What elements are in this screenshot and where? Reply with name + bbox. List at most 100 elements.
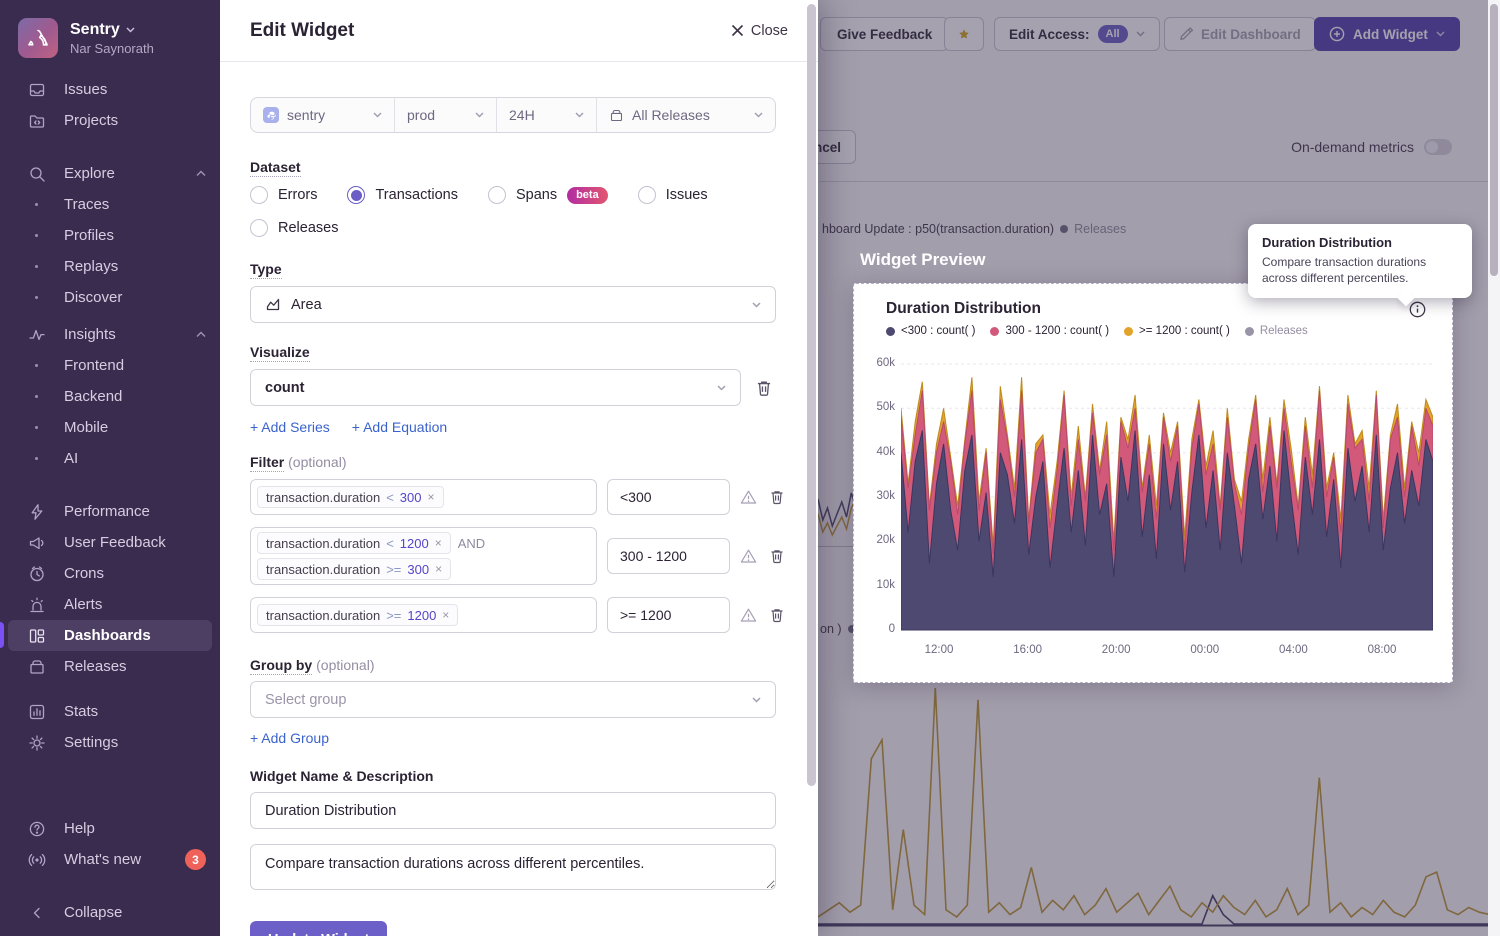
remove-tag-icon[interactable]: × (442, 608, 450, 622)
sidebar-item-frontend[interactable]: Frontend (0, 350, 220, 381)
filter-conditions-input[interactable]: transaction.duration < 300 × (250, 479, 597, 515)
remove-tag-icon[interactable]: × (427, 490, 435, 504)
filter-alias-input[interactable] (607, 538, 730, 574)
delete-series-trash-icon[interactable] (754, 378, 774, 398)
panel-scrollbar[interactable] (807, 4, 816, 932)
visualize-select[interactable]: count (250, 369, 741, 406)
sidebar-item-projects[interactable]: Projects (0, 105, 220, 136)
sidebar-item-dashboards[interactable]: Dashboards (8, 620, 212, 651)
legend-item[interactable]: >= 1200 : count( ) (1124, 325, 1230, 337)
sidebar-item-collapse[interactable]: Collapse (0, 897, 220, 928)
bullet-icon (35, 426, 38, 429)
legend-dot (886, 326, 895, 336)
sidebar-item-performance[interactable]: Performance (0, 496, 220, 527)
widget-preview-heading: Widget Preview (860, 250, 986, 269)
filter-alias-input[interactable] (607, 479, 730, 515)
filter-tag[interactable]: transaction.duration >= 300 × (257, 558, 452, 580)
dataset-option-releases[interactable]: Releases (250, 219, 338, 237)
close-button[interactable]: Close (731, 23, 788, 39)
bullet-icon (35, 457, 38, 460)
sidebar-item-traces[interactable]: Traces (0, 189, 220, 220)
sidebar-item-ai[interactable]: AI (0, 443, 220, 474)
legend-item[interactable]: 300 - 1200 : count( ) (990, 325, 1109, 337)
delete-filter-trash-icon[interactable] (767, 606, 787, 624)
sidebar-item-label: Crons (64, 565, 105, 582)
project-selector[interactable]: sentry (251, 98, 394, 132)
sidebar-item-crons[interactable]: Crons (0, 558, 220, 589)
delete-filter-trash-icon[interactable] (767, 547, 787, 565)
chevron-down-icon (752, 696, 761, 703)
sidebar-item-replays[interactable]: Replays (0, 251, 220, 282)
sidebar-item-discover[interactable]: Discover (0, 282, 220, 313)
widget-description-textarea[interactable]: Compare transaction durations across dif… (250, 844, 776, 890)
sidebar-item-mobile[interactable]: Mobile (0, 412, 220, 443)
sidebar-item-what-s-new[interactable]: What's new 3 (0, 844, 220, 875)
page-scrollbar[interactable] (1488, 0, 1500, 936)
filter-alias-input[interactable] (607, 597, 730, 633)
radio-icon[interactable] (487, 186, 506, 204)
widget-name-input[interactable] (250, 792, 776, 829)
radio-icon[interactable] (637, 186, 656, 204)
radio-icon[interactable] (250, 219, 268, 237)
sidebar-item-label: Help (64, 820, 95, 837)
remove-tag-icon[interactable]: × (434, 536, 442, 550)
sidebar-item-explore[interactable]: Explore (0, 158, 220, 189)
add-series-link[interactable]: + Add Series (250, 419, 330, 435)
filter-tag[interactable]: transaction.duration < 1200 × (257, 532, 451, 554)
radio-icon[interactable] (347, 186, 366, 204)
favorite-star-button[interactable] (944, 17, 984, 51)
sidebar-item-insights[interactable]: Insights (0, 319, 220, 350)
sidebar-item-settings[interactable]: Settings (0, 727, 220, 758)
sidebar-item-backend[interactable]: Backend (0, 381, 220, 412)
boolean-joiner: AND (457, 535, 486, 551)
cancel-button[interactable]: Cancel (818, 130, 856, 164)
legend-dot (1244, 326, 1254, 336)
filter-tag[interactable]: transaction.duration < 300 × (257, 486, 444, 508)
time-period-selector[interactable]: 24H (496, 98, 596, 132)
legend-item[interactable]: Releases (1244, 325, 1308, 337)
give-feedback-label: Give Feedback (837, 26, 933, 42)
remove-tag-icon[interactable]: × (435, 562, 443, 576)
filter-tag[interactable]: transaction.duration >= 1200 × (257, 604, 459, 626)
give-feedback-button[interactable]: Give Feedback (820, 17, 950, 51)
edit-access-label: Edit Access: (1009, 26, 1090, 42)
add-equation-link[interactable]: + Add Equation (351, 419, 448, 435)
page-scrollbar-thumb[interactable] (1490, 4, 1498, 276)
type-select[interactable]: Area (250, 286, 776, 323)
delete-filter-trash-icon[interactable] (767, 488, 787, 506)
dataset-option-transactions[interactable]: Transactions (347, 186, 458, 204)
releases-value: All Releases (632, 107, 710, 123)
warning-icon (740, 549, 757, 563)
y-tick-label: 40k (876, 445, 895, 458)
dataset-option-errors[interactable]: Errors (250, 186, 317, 204)
background-chart-fragment (818, 492, 856, 537)
sidebar-item-alerts[interactable]: Alerts (0, 589, 220, 620)
on-demand-metrics-toggle[interactable] (1424, 139, 1452, 155)
dataset-option-spans[interactable]: Spans beta (487, 186, 608, 204)
edit-dashboard-button[interactable]: Edit Dashboard (1164, 17, 1316, 51)
releases-selector[interactable]: All Releases (596, 98, 775, 132)
add-group-link[interactable]: + Add Group (250, 730, 330, 746)
add-widget-button[interactable]: Add Widget (1314, 17, 1460, 51)
filter-conditions-input[interactable]: transaction.duration >= 1200 × (250, 597, 597, 633)
sidebar-item-issues[interactable]: Issues (0, 74, 220, 105)
legend-item[interactable]: <300 : count( ) (886, 325, 975, 337)
sidebar-item-help[interactable]: Help (0, 813, 220, 844)
bullet-icon (35, 364, 38, 367)
sidebar-item-profiles[interactable]: Profiles (0, 220, 220, 251)
filter-conditions-input[interactable]: transaction.duration < 1200 × AND transa… (250, 527, 597, 585)
group-by-select[interactable]: Select group (250, 681, 776, 718)
background-line-chart (818, 687, 1490, 927)
info-icon[interactable] (1409, 301, 1426, 318)
update-widget-button[interactable]: Update Widget (250, 921, 388, 936)
environment-selector[interactable]: prod (394, 98, 496, 132)
sidebar-item-user-feedback[interactable]: User Feedback (0, 527, 220, 558)
edit-access-button[interactable]: Edit Access: All (994, 17, 1160, 51)
dataset-option-issues[interactable]: Issues (637, 186, 708, 204)
sidebar-item-releases[interactable]: Releases (0, 651, 220, 682)
org-switcher[interactable]: Sentry Nar Saynorath (0, 0, 220, 72)
radio-icon[interactable] (250, 186, 268, 204)
panel-scrollbar-thumb[interactable] (807, 4, 816, 786)
sidebar-item-stats[interactable]: Stats (0, 696, 220, 727)
